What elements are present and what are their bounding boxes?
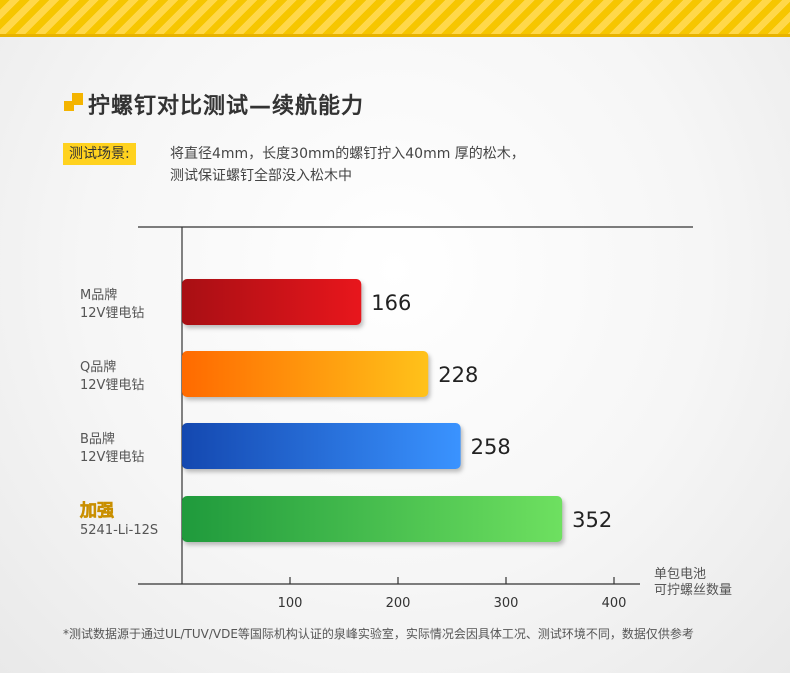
top-stripe-banner [0,0,790,37]
x-tick-label-200: 200 [386,596,411,611]
bar-2 [182,351,429,397]
bar-3 [182,423,461,469]
bar-value-label-4: 352 [572,508,612,532]
category-model-3: 12V锂电钻 [80,450,144,465]
bar-1 [182,279,362,325]
x-tick-label-100: 100 [278,596,303,611]
x-tick-label-300: 300 [494,596,519,611]
category-name-3: B品牌 [80,431,115,447]
category-name-1: M品牌 [80,287,117,303]
bar-value-label-2: 228 [438,363,478,387]
category-model-2: 12V锂电钻 [80,378,144,393]
brand-logo-text: 加强 [79,501,114,521]
bar-4 [182,496,563,542]
title-square-icon [64,93,84,113]
footnote: *测试数据源于通过UL/TUV/VDE等国际机构认证的泉峰实验室，实际情况会因具… [63,627,694,641]
scene-description: 将直径4mm，长度30mm的螺钉拧入40mm 厚的松木， 测试保证螺钉全部没入松… [170,143,525,187]
scene-line-1: 将直径4mm，长度30mm的螺钉拧入40mm 厚的松木， [170,146,525,162]
bar-value-label-3: 258 [471,435,511,459]
x-axis-unit-line-1: 单包电池 [654,567,706,582]
category-name-2: Q品牌 [80,359,116,375]
x-tick-label-400: 400 [602,596,627,611]
category-model-1: 12V锂电钻 [80,306,144,321]
scene-line-2: 测试保证螺钉全部没入松木中 [170,168,352,184]
category-model-4: 5241-Li-12S [80,523,158,538]
scene-tag: 测试场景: [63,143,136,165]
bar-value-label-1: 166 [371,291,411,315]
x-axis-unit-line-2: 可拧螺丝数量 [654,583,732,598]
page-title: 拧螺钉对比测试—续航能力 [88,94,365,119]
